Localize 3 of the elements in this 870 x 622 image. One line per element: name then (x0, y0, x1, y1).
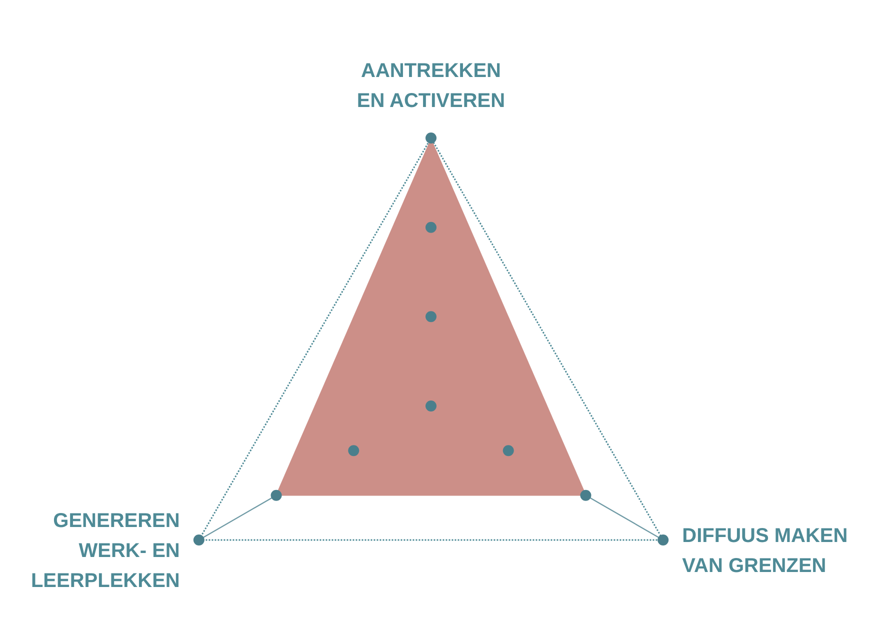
spoke-label: AANTREKKEN EN ACTIVEREN (356, 60, 506, 112)
spoke-label: DIFFUUS MAKEN VAN GRENZEN (682, 525, 848, 577)
spoke-label: GENEREREN WERK- EN LEERPLEKKEN (30, 510, 180, 592)
